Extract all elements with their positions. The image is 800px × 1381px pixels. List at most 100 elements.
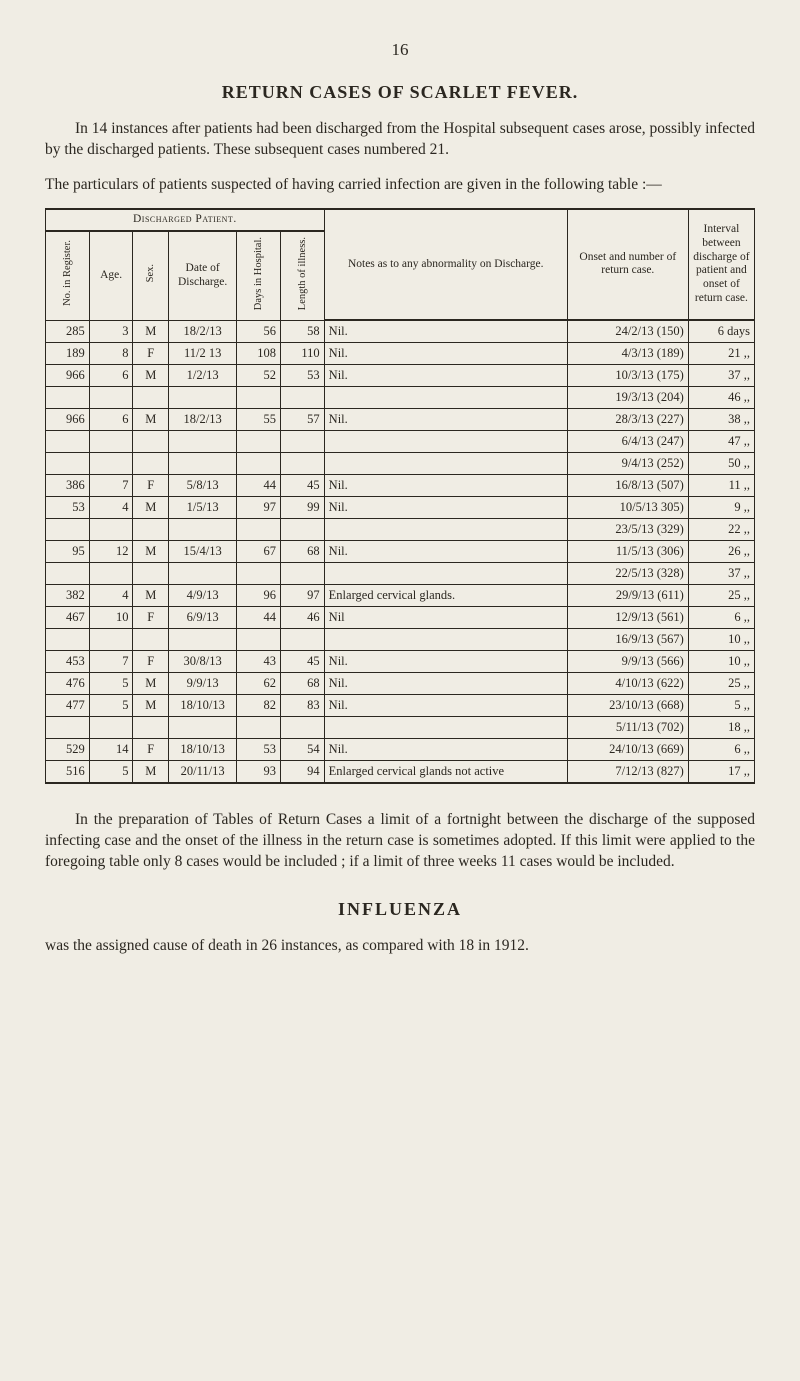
table-cell: 5/8/13 <box>169 475 237 497</box>
table-cell <box>280 629 324 651</box>
table-cell: 10/5/13 305) <box>567 497 688 519</box>
table-cell: 4 <box>89 585 133 607</box>
table-cell <box>46 629 90 651</box>
table-row: 534M1/5/139799Nil.10/5/13 305)9 ,, <box>46 497 755 519</box>
table-row: 4537F30/8/134345Nil.9/9/13 (566)10 ,, <box>46 651 755 673</box>
table-cell: 97 <box>237 497 281 519</box>
table-cell: M <box>133 409 169 431</box>
table-cell: 46 ,, <box>688 387 754 409</box>
table-cell: 24/10/13 (669) <box>567 739 688 761</box>
table-cell: 50 ,, <box>688 453 754 475</box>
table-cell: 45 <box>280 475 324 497</box>
table-cell: 57 <box>280 409 324 431</box>
table-cell: M <box>133 585 169 607</box>
table-cell: Nil. <box>324 365 567 387</box>
table-row: 4765M9/9/136268Nil.4/10/13 (622)25 ,, <box>46 673 755 695</box>
influenza-paragraph: was the assigned cause of death in 26 in… <box>45 936 755 957</box>
table-cell: 18/2/13 <box>169 320 237 343</box>
table-cell <box>46 431 90 453</box>
table-cell: 25 ,, <box>688 585 754 607</box>
col-notes: Notes as to any abnormality on Discharge… <box>324 209 567 320</box>
table-cell <box>237 519 281 541</box>
table-cell: 4/10/13 (622) <box>567 673 688 695</box>
table-cell: M <box>133 761 169 784</box>
table-cell: 19/3/13 (204) <box>567 387 688 409</box>
table-cell: 16/9/13 (567) <box>567 629 688 651</box>
table-cell <box>46 453 90 475</box>
table-cell: 12/9/13 (561) <box>567 607 688 629</box>
table-cell <box>89 563 133 585</box>
table-cell: 10 <box>89 607 133 629</box>
table-cell: 83 <box>280 695 324 717</box>
table-cell <box>324 629 567 651</box>
table-cell: 95 <box>46 541 90 563</box>
table-cell: 30/8/13 <box>169 651 237 673</box>
table-cell <box>237 629 281 651</box>
table-cell <box>169 453 237 475</box>
col-age: Age. <box>89 231 133 321</box>
table-cell <box>169 519 237 541</box>
table-cell <box>237 717 281 739</box>
table-cell: 24/2/13 (150) <box>567 320 688 343</box>
table-cell: 382 <box>46 585 90 607</box>
table-cell <box>280 453 324 475</box>
col-date: Date of Discharge. <box>169 231 237 321</box>
table-cell <box>46 563 90 585</box>
table-cell: 38 ,, <box>688 409 754 431</box>
table-cell: 529 <box>46 739 90 761</box>
table-cell: 476 <box>46 673 90 695</box>
table-cell: 5 ,, <box>688 695 754 717</box>
table-cell: Nil. <box>324 343 567 365</box>
table-cell: 6 ,, <box>688 739 754 761</box>
influenza-title: INFLUENZA <box>45 899 755 920</box>
table-cell: 44 <box>237 607 281 629</box>
table-cell <box>237 563 281 585</box>
table-cell: F <box>133 343 169 365</box>
table-cell <box>133 629 169 651</box>
table-cell: 68 <box>280 541 324 563</box>
table-cell: 96 <box>237 585 281 607</box>
table-cell: Enlarged cervical glands not active <box>324 761 567 784</box>
table-cell: 26 ,, <box>688 541 754 563</box>
table-cell: 6 <box>89 365 133 387</box>
table-cell: 11/2 13 <box>169 343 237 365</box>
table-cell: F <box>133 475 169 497</box>
table-cell: 1/2/13 <box>169 365 237 387</box>
table-cell: M <box>133 320 169 343</box>
table-row: 4775M18/10/138283Nil.23/10/13 (668)5 ,, <box>46 695 755 717</box>
table-cell <box>133 453 169 475</box>
table-cell: 285 <box>46 320 90 343</box>
table-cell <box>169 717 237 739</box>
table-cell: 9/4/13 (252) <box>567 453 688 475</box>
table-cell <box>169 563 237 585</box>
table-cell: M <box>133 541 169 563</box>
table-cell: 966 <box>46 409 90 431</box>
table-cell: Nil. <box>324 739 567 761</box>
col-interval: Interval between discharge of patient an… <box>688 209 754 320</box>
table-cell: 966 <box>46 365 90 387</box>
table-cell: M <box>133 695 169 717</box>
table-cell: 58 <box>280 320 324 343</box>
table-cell: 55 <box>237 409 281 431</box>
table-cell <box>46 387 90 409</box>
table-cell <box>237 453 281 475</box>
table-row: 9666M18/2/135557Nil.28/3/13 (227)38 ,, <box>46 409 755 431</box>
table-cell: 9/9/13 <box>169 673 237 695</box>
table-cell: 67 <box>237 541 281 563</box>
table-cell: 21 ,, <box>688 343 754 365</box>
table-row: 19/3/13 (204)46 ,, <box>46 387 755 409</box>
table-cell <box>324 453 567 475</box>
table-cell: 9/9/13 (566) <box>567 651 688 673</box>
table-cell <box>169 431 237 453</box>
table-cell: 3 <box>89 320 133 343</box>
table-cell: Nil. <box>324 475 567 497</box>
table-cell <box>89 717 133 739</box>
table-cell: 6/4/13 (247) <box>567 431 688 453</box>
table-cell: 9 ,, <box>688 497 754 519</box>
table-cell: 10 ,, <box>688 629 754 651</box>
table-cell: 110 <box>280 343 324 365</box>
table-cell <box>280 387 324 409</box>
table-row: 16/9/13 (567)10 ,, <box>46 629 755 651</box>
table-cell <box>169 629 237 651</box>
table-cell: M <box>133 497 169 519</box>
